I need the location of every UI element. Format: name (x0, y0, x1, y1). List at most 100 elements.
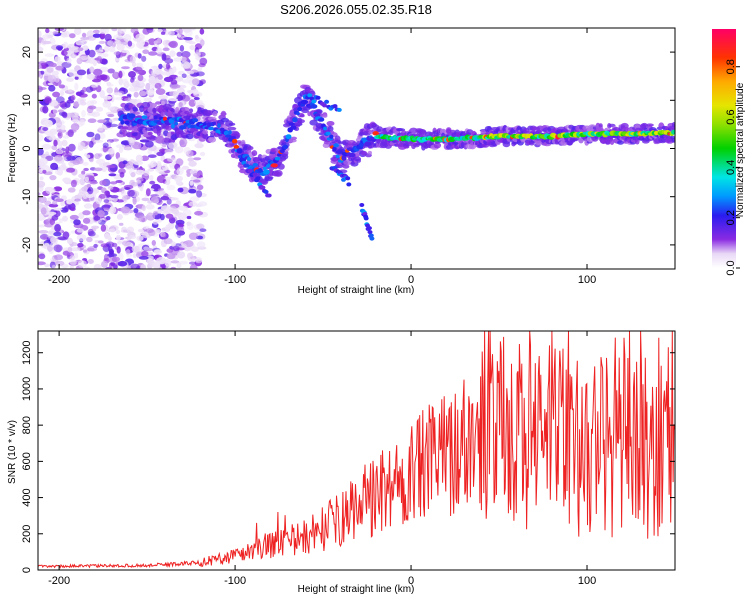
noise-speckle (94, 133, 101, 141)
signal-halo (433, 142, 442, 149)
noise-speckle (96, 75, 105, 81)
noise-speckle (145, 188, 151, 197)
noise-speckle (49, 175, 57, 181)
signal-halo (132, 106, 138, 112)
noise-speckle (106, 122, 112, 128)
snr-ylabel: SNR (10 * v/v) (7, 420, 18, 484)
noise-speckle (135, 154, 143, 163)
noise-speckle (42, 127, 49, 131)
noise-speckle (147, 212, 154, 216)
noise-speckle (88, 231, 96, 237)
signal-branch (345, 176, 351, 181)
noise-speckle (146, 28, 154, 33)
noise-speckle (114, 96, 123, 101)
noise-speckle (129, 55, 136, 64)
noise-speckle (101, 260, 108, 268)
noise-speckle (60, 50, 68, 56)
noise-speckle (177, 223, 185, 227)
noise-speckle (107, 246, 113, 252)
noise-speckle (194, 211, 204, 216)
noise-speckle (137, 228, 144, 233)
signal-peak (192, 118, 199, 123)
noise-speckle (79, 178, 86, 186)
colorbar-label: Normalized spectral amplitude (735, 82, 746, 217)
noise-speckle (140, 155, 149, 162)
noise-speckle (180, 56, 187, 62)
signal-branch (359, 203, 365, 207)
noise-speckle (91, 111, 101, 117)
noise-speckle (192, 173, 201, 178)
noise-speckle (75, 91, 83, 97)
colorbar-tick-label: 0.8 (725, 59, 737, 74)
noise-speckle (99, 180, 107, 186)
noise-speckle (96, 158, 106, 165)
noise-speckle (44, 243, 50, 247)
figure-title: S206.2026.055.02.35.R18 (280, 2, 432, 17)
noise-speckle (53, 207, 63, 211)
noise-speckle (126, 165, 135, 171)
signal-peak (335, 154, 340, 159)
noise-speckle (64, 204, 72, 210)
signal-halo (409, 127, 418, 134)
noise-speckle (133, 91, 139, 98)
noise-speckle (118, 222, 124, 226)
noise-speckle (199, 79, 206, 85)
noise-speckle (115, 180, 123, 183)
noise-speckle (55, 96, 65, 104)
signal-branch (263, 189, 269, 194)
noise-speckle (52, 107, 58, 115)
x-tick-label: -100 (224, 575, 246, 587)
noise-speckle (182, 79, 192, 84)
noise-speckle (183, 147, 191, 155)
signal-peak (233, 144, 240, 149)
noise-speckle (116, 214, 123, 220)
noise-speckle (77, 260, 87, 268)
noise-speckle (186, 215, 192, 220)
noise-speckle (145, 255, 154, 261)
noise-speckle (53, 186, 63, 192)
signal-halo (569, 136, 576, 143)
noise-speckle (160, 205, 171, 212)
noise-speckle (77, 47, 84, 52)
noise-speckle (62, 41, 69, 49)
noise-speckle (60, 124, 66, 131)
noise-speckle (46, 211, 57, 216)
signal-halo (186, 112, 193, 116)
noise-speckle (44, 96, 52, 104)
noise-speckle (172, 245, 180, 252)
noise-speckle (42, 105, 49, 114)
noise-speckle (57, 131, 63, 139)
noise-speckle (70, 46, 81, 53)
noise-speckle (141, 197, 150, 202)
signal-branch (315, 95, 321, 100)
noise-speckle (105, 266, 112, 269)
noise-speckle (132, 197, 137, 205)
noise-speckle (166, 198, 172, 205)
noise-speckle (141, 205, 146, 212)
noise-speckle (128, 234, 137, 240)
noise-speckle (60, 91, 65, 96)
noise-speckle (108, 148, 115, 155)
signal-branch (266, 193, 272, 198)
noise-speckle (38, 224, 46, 228)
noise-speckle (52, 200, 58, 205)
noise-speckle (115, 39, 121, 46)
noise-speckle (48, 136, 55, 141)
noise-speckle (172, 66, 177, 73)
signal-halo (598, 123, 603, 128)
noise-speckle (118, 28, 127, 34)
noise-speckle (107, 185, 114, 190)
signal-branch (336, 107, 342, 112)
noise-speckle (158, 63, 163, 69)
signal-branch (322, 103, 327, 108)
signal-peak (319, 117, 325, 122)
noise-speckle (86, 131, 95, 138)
noise-speckle (119, 171, 125, 178)
signal-peak (323, 126, 327, 131)
noise-speckle (182, 209, 192, 217)
signal-branch (369, 236, 375, 241)
signal-halo (220, 110, 227, 117)
noise-speckle (176, 51, 183, 57)
noise-speckle (70, 95, 76, 101)
noise-speckle (108, 173, 117, 177)
